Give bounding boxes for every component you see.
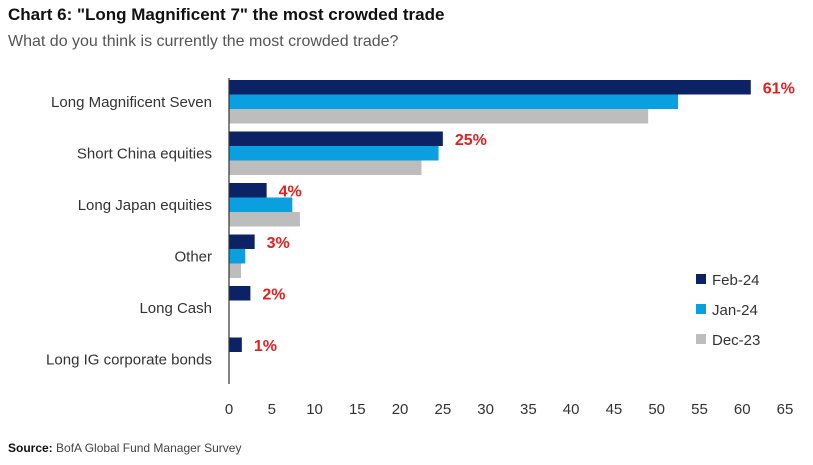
legend-label: Jan-24: [712, 302, 758, 319]
chart-subtitle: What do you think is currently the most …: [8, 33, 399, 50]
bar-feb-24-1: [229, 80, 751, 95]
category-label: Other: [174, 248, 212, 265]
legend-swatch-jan-24: [696, 304, 706, 314]
bar-dec-23-4: [229, 263, 241, 278]
x-tick-label: 50: [648, 401, 665, 418]
x-tick-label: 65: [777, 401, 794, 418]
data-label: 25%: [455, 132, 487, 149]
x-tick-label: 45: [606, 401, 623, 418]
x-tick-label: 40: [563, 401, 580, 418]
x-tick-label: 25: [435, 401, 452, 418]
legend-label: Dec-23: [712, 332, 760, 349]
category-label: Long Japan equities: [78, 197, 212, 214]
x-tick-label: 5: [268, 401, 276, 418]
bar-jan-24-1: [229, 94, 679, 109]
bar-feb-24-2: [229, 131, 443, 146]
bar-dec-23-1: [229, 109, 649, 124]
x-tick-label: 20: [392, 401, 409, 418]
legend-swatch-feb-24: [696, 274, 706, 284]
x-tick-label: 30: [477, 401, 494, 418]
x-tick-label: 15: [349, 401, 366, 418]
bar-feb-24-4: [229, 234, 255, 249]
data-label: 4%: [279, 183, 302, 200]
x-tick-label: 0: [225, 401, 233, 418]
source-label: Source:: [8, 441, 53, 455]
data-label: 1%: [254, 338, 277, 355]
chart-title: Chart 6: "Long Magnificent 7" the most c…: [8, 5, 445, 24]
source-note: Source: BofA Global Fund Manager Survey: [8, 441, 241, 455]
category-label: Long IG corporate bonds: [46, 351, 212, 368]
x-tick-label: 60: [734, 401, 751, 418]
bar-jan-24-4: [229, 249, 246, 264]
bar-dec-23-3: [229, 212, 300, 227]
bar-feb-24-5: [229, 286, 251, 301]
x-tick-label: 35: [520, 401, 537, 418]
category-label: Short China equities: [77, 145, 212, 162]
legend-label: Feb-24: [712, 272, 760, 289]
source-text: BofA Global Fund Manager Survey: [56, 441, 242, 455]
category-label: Long Magnificent Seven: [51, 94, 212, 111]
x-tick-label: 55: [691, 401, 708, 418]
bar-dec-23-2: [229, 160, 422, 175]
bar-jan-24-2: [229, 146, 439, 161]
bar-jan-24-3: [229, 197, 293, 212]
data-label: 61%: [763, 80, 795, 97]
data-label: 3%: [267, 235, 290, 252]
data-label: 2%: [262, 286, 285, 303]
legend-swatch-dec-23: [696, 334, 706, 344]
bar-feb-24-6: [229, 337, 242, 352]
category-label: Long Cash: [139, 300, 212, 317]
x-tick-label: 10: [306, 401, 323, 418]
bar-feb-24-3: [229, 183, 267, 198]
